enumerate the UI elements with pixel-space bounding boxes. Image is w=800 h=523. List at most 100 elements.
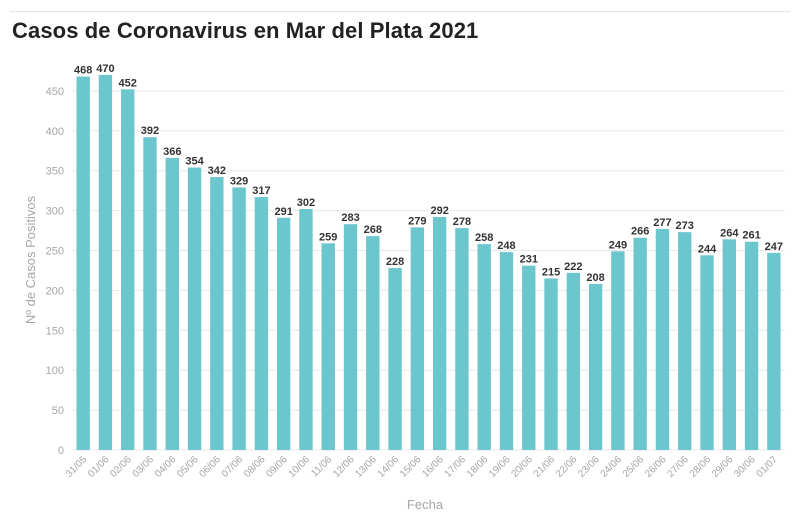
data-labels: 468 470 452 392 366 354 342 329 317 291 302 259 283 2…: [74, 63, 783, 284]
bar: [143, 137, 157, 450]
x-tick-label: 12/06: [331, 454, 357, 480]
data-label: 266: [631, 226, 649, 238]
x-tick-label: 31/05: [64, 454, 90, 480]
bar: [744, 241, 759, 450]
y-tick-label: 100: [46, 365, 64, 377]
x-tick-label: 22/06: [554, 454, 580, 480]
bar: [388, 268, 402, 450]
bar: [678, 232, 692, 450]
data-label: 392: [141, 125, 159, 137]
data-label: 248: [497, 240, 515, 252]
x-tick-label: 30/06: [732, 454, 758, 480]
bar: [76, 76, 90, 450]
data-label: 222: [564, 261, 582, 273]
bar: [121, 89, 135, 450]
bar: [299, 209, 313, 450]
bar: [187, 167, 202, 450]
y-tick-label: 200: [46, 285, 64, 297]
x-tick-label: 01/06: [86, 454, 112, 480]
data-label: 228: [386, 256, 404, 268]
x-tick-label: 27/06: [665, 454, 691, 480]
data-label: 264: [720, 227, 739, 239]
bar: [165, 157, 179, 450]
data-label: 468: [74, 65, 92, 77]
data-label: 249: [609, 239, 627, 251]
data-label: 258: [475, 232, 493, 244]
data-label: 215: [542, 266, 560, 278]
bar: [522, 265, 536, 450]
y-axis-ticks: 0 50 100 150 200 250 300 350 400 450: [46, 86, 64, 457]
data-label: 291: [274, 206, 292, 218]
bar: [366, 236, 380, 450]
data-label: 208: [586, 272, 604, 284]
x-tick-label: 17/06: [443, 454, 469, 480]
x-tick-label: 18/06: [465, 454, 491, 480]
y-tick-label: 250: [46, 246, 64, 258]
x-tick-label: 02/06: [108, 454, 134, 480]
top-divider: [10, 11, 790, 12]
x-tick-label: 13/06: [353, 454, 379, 480]
x-tick-label: 03/06: [131, 454, 157, 480]
bar: [232, 187, 246, 450]
bar: [455, 228, 469, 450]
data-label: 247: [765, 241, 783, 253]
data-label: 470: [96, 63, 114, 75]
y-tick-label: 0: [58, 445, 64, 457]
x-tick-label: 11/06: [309, 454, 334, 479]
y-tick-label: 50: [52, 405, 64, 417]
data-label: 302: [297, 197, 315, 209]
bar: [499, 252, 514, 450]
y-tick-label: 450: [46, 86, 64, 98]
y-axis-label: Nº de Casos Positivos: [23, 195, 38, 324]
bar: [254, 197, 269, 450]
x-tick-label: 05/06: [175, 454, 201, 480]
x-tick-label: 28/06: [688, 454, 714, 480]
data-label: 273: [676, 220, 694, 232]
x-tick-label: 23/06: [576, 454, 602, 480]
data-label: 231: [520, 254, 538, 266]
data-label: 277: [653, 217, 671, 229]
data-label: 292: [430, 205, 448, 217]
x-tick-label: 16/06: [420, 454, 446, 480]
y-tick-label: 300: [46, 206, 64, 218]
x-tick-label: 04/06: [153, 454, 179, 480]
data-label: 452: [119, 77, 137, 89]
x-tick-label: 06/06: [197, 454, 223, 480]
bar: [343, 224, 358, 450]
bar: [700, 255, 714, 450]
x-tick-label: 15/06: [398, 454, 424, 480]
bar: [321, 243, 335, 450]
bar: [210, 177, 224, 451]
bar: [276, 217, 291, 450]
x-tick-label: 29/06: [710, 454, 736, 480]
x-tick-label: 09/06: [264, 454, 290, 480]
bar: [566, 272, 581, 450]
data-label: 279: [408, 215, 426, 227]
x-tick-label: 20/06: [509, 454, 535, 480]
data-label: 244: [698, 243, 717, 255]
data-label: 283: [341, 212, 359, 224]
y-tick-label: 400: [46, 126, 64, 138]
bar: [655, 228, 670, 450]
x-tick-label: 08/06: [242, 454, 268, 480]
x-tick-label: 25/06: [621, 454, 647, 480]
bar: [98, 74, 113, 450]
x-tick-label: 14/06: [376, 454, 402, 480]
x-tick-label: 21/06: [532, 454, 558, 480]
bar: [633, 237, 647, 450]
data-label: 366: [163, 146, 181, 158]
data-label: 329: [230, 175, 248, 187]
x-tick-label: 26/06: [643, 454, 669, 480]
bar: [477, 244, 491, 450]
data-label: 268: [364, 224, 382, 236]
data-label: 354: [185, 156, 204, 168]
data-label: 261: [742, 230, 760, 242]
data-label: 317: [252, 185, 270, 197]
chart-title: Casos de Coronavirus en Mar del Plata 20…: [12, 18, 479, 43]
bars: [76, 74, 781, 451]
x-axis-label: Fecha: [407, 497, 444, 512]
x-tick-label: 19/06: [487, 454, 513, 480]
bar: [722, 239, 736, 450]
bar: [588, 284, 603, 450]
